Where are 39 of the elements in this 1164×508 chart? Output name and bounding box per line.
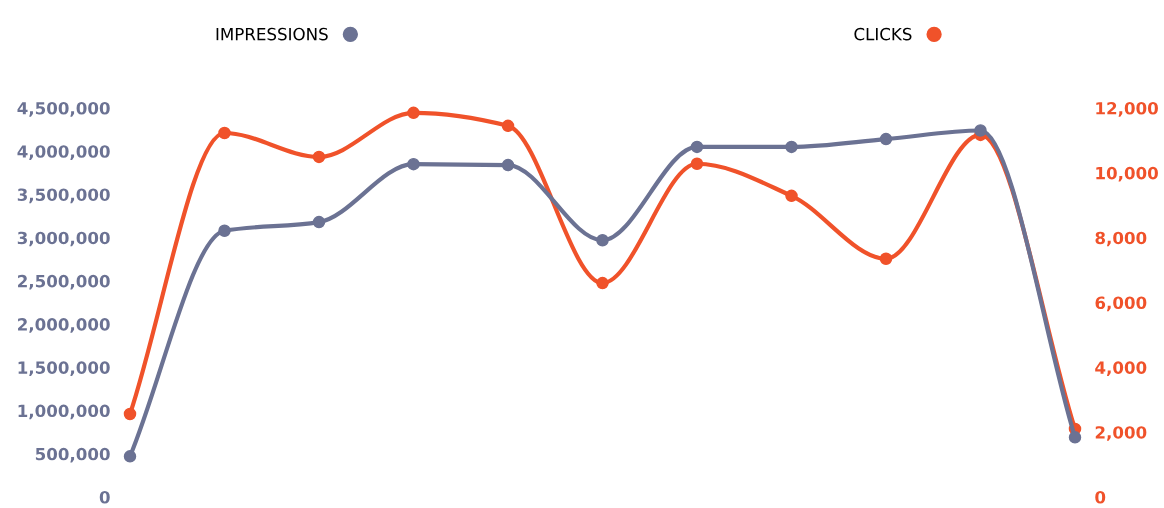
point <box>501 119 515 133</box>
y2-tick-label: 4,000 <box>1095 361 1147 377</box>
point <box>879 252 893 265</box>
point <box>123 407 137 421</box>
y-tick-label: 1,500,000 <box>18 361 110 377</box>
y-tick-label: 3,500,000 <box>17 188 110 204</box>
point <box>785 140 798 154</box>
point <box>407 106 420 120</box>
y2-tick-label: 0 <box>1095 490 1106 504</box>
point <box>596 234 609 247</box>
y2-tick-label: 6,000 <box>1095 296 1147 312</box>
point <box>501 158 515 172</box>
point <box>690 157 704 171</box>
y-tick-label: 2,500,000 <box>18 274 110 290</box>
point <box>879 132 893 146</box>
point <box>690 140 704 154</box>
point <box>407 157 420 171</box>
y-tick-label: 4,000,000 <box>17 145 110 160</box>
y-tick-label: 3,000,000 <box>17 231 110 247</box>
point <box>312 150 326 164</box>
legend-label: CLICKS <box>854 27 912 41</box>
point <box>974 124 987 137</box>
y-tick-label: 500,000 <box>35 447 110 463</box>
point <box>1068 431 1082 444</box>
point <box>596 276 609 290</box>
point <box>218 126 231 140</box>
y-tick-label: 2,000,000 <box>18 318 110 333</box>
y2-tick-label: 10,000 <box>1096 166 1158 182</box>
y-tick-label: 1,000,000 <box>18 404 110 420</box>
y2-tick-label: 8,000 <box>1095 231 1147 247</box>
y2-tick-label: 2,000 <box>1095 426 1147 441</box>
point <box>218 224 231 238</box>
point <box>312 215 326 229</box>
y2-tick-label: 12,000 <box>1096 101 1158 117</box>
point <box>123 450 137 463</box>
y-tick-label: 4,500,000 <box>17 101 110 117</box>
legend-label: IMPRESSIONS <box>216 27 328 41</box>
y-tick-label: 0 <box>99 490 110 504</box>
point <box>785 189 798 203</box>
